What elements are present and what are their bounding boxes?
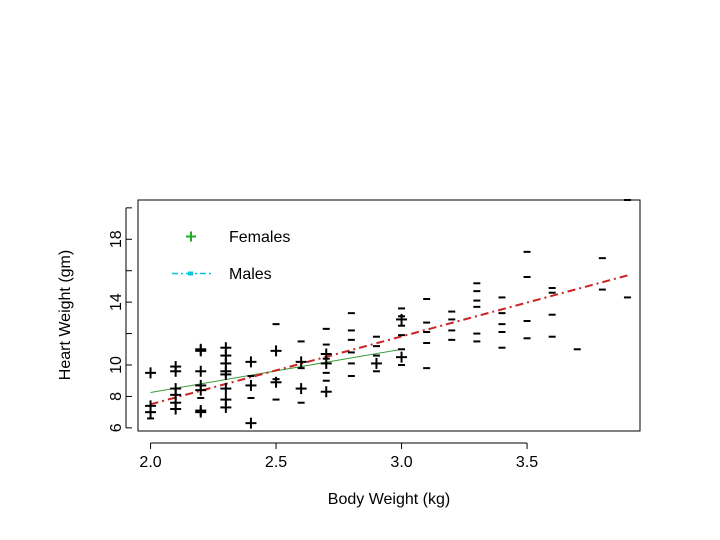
legend: Females Males — [172, 229, 290, 283]
female-point — [220, 342, 232, 354]
y-tick-label: 10 — [108, 356, 125, 374]
x-tick-label: 2.5 — [265, 454, 287, 471]
plot-frame — [137, 199, 641, 432]
data-points — [145, 199, 631, 429]
legend-males-label: Males — [229, 266, 272, 283]
female-point — [295, 383, 307, 395]
female-point — [270, 345, 282, 357]
female-point — [170, 383, 182, 395]
legend-item-males: Males — [172, 266, 272, 283]
female-point — [320, 386, 332, 398]
female-point — [370, 357, 382, 369]
female-point — [245, 379, 257, 391]
female-point — [195, 365, 207, 377]
female-point — [245, 356, 257, 368]
female-point — [195, 379, 207, 391]
legend-females-label: Females — [229, 229, 290, 246]
y-tick-label: 6 — [108, 423, 125, 432]
female-point — [295, 356, 307, 368]
female-point — [170, 361, 182, 373]
female-point — [195, 405, 207, 417]
legend-females-plus-icon — [186, 231, 196, 242]
y-tick-label: 14 — [108, 293, 125, 311]
female-point — [220, 383, 232, 395]
female-point — [145, 400, 157, 412]
female-point — [220, 394, 232, 406]
female-point — [320, 348, 332, 360]
y-tick-label: 8 — [108, 392, 125, 401]
x-axis-label: Body Weight (kg) — [328, 491, 450, 508]
y-axis: 6 8 10 14 18 — [108, 207, 132, 432]
males-fit-line — [150, 274, 628, 406]
x-tick-label: 2.0 — [139, 454, 161, 471]
fit-lines — [150, 274, 628, 406]
y-tick-label: 18 — [108, 230, 125, 248]
y-axis-label: Heart Weight (gm) — [57, 250, 74, 380]
female-point — [145, 367, 157, 379]
female-point — [195, 343, 207, 355]
female-point — [396, 351, 408, 363]
legend-item-females: Females — [186, 229, 290, 246]
x-tick-label: 3.0 — [390, 454, 412, 471]
female-point — [245, 417, 257, 429]
legend-males-line-icon — [172, 271, 211, 276]
x-axis: 2.0 2.5 3.0 3.5 — [139, 442, 538, 471]
x-tick-label: 3.5 — [516, 454, 538, 471]
female-point — [320, 357, 332, 369]
